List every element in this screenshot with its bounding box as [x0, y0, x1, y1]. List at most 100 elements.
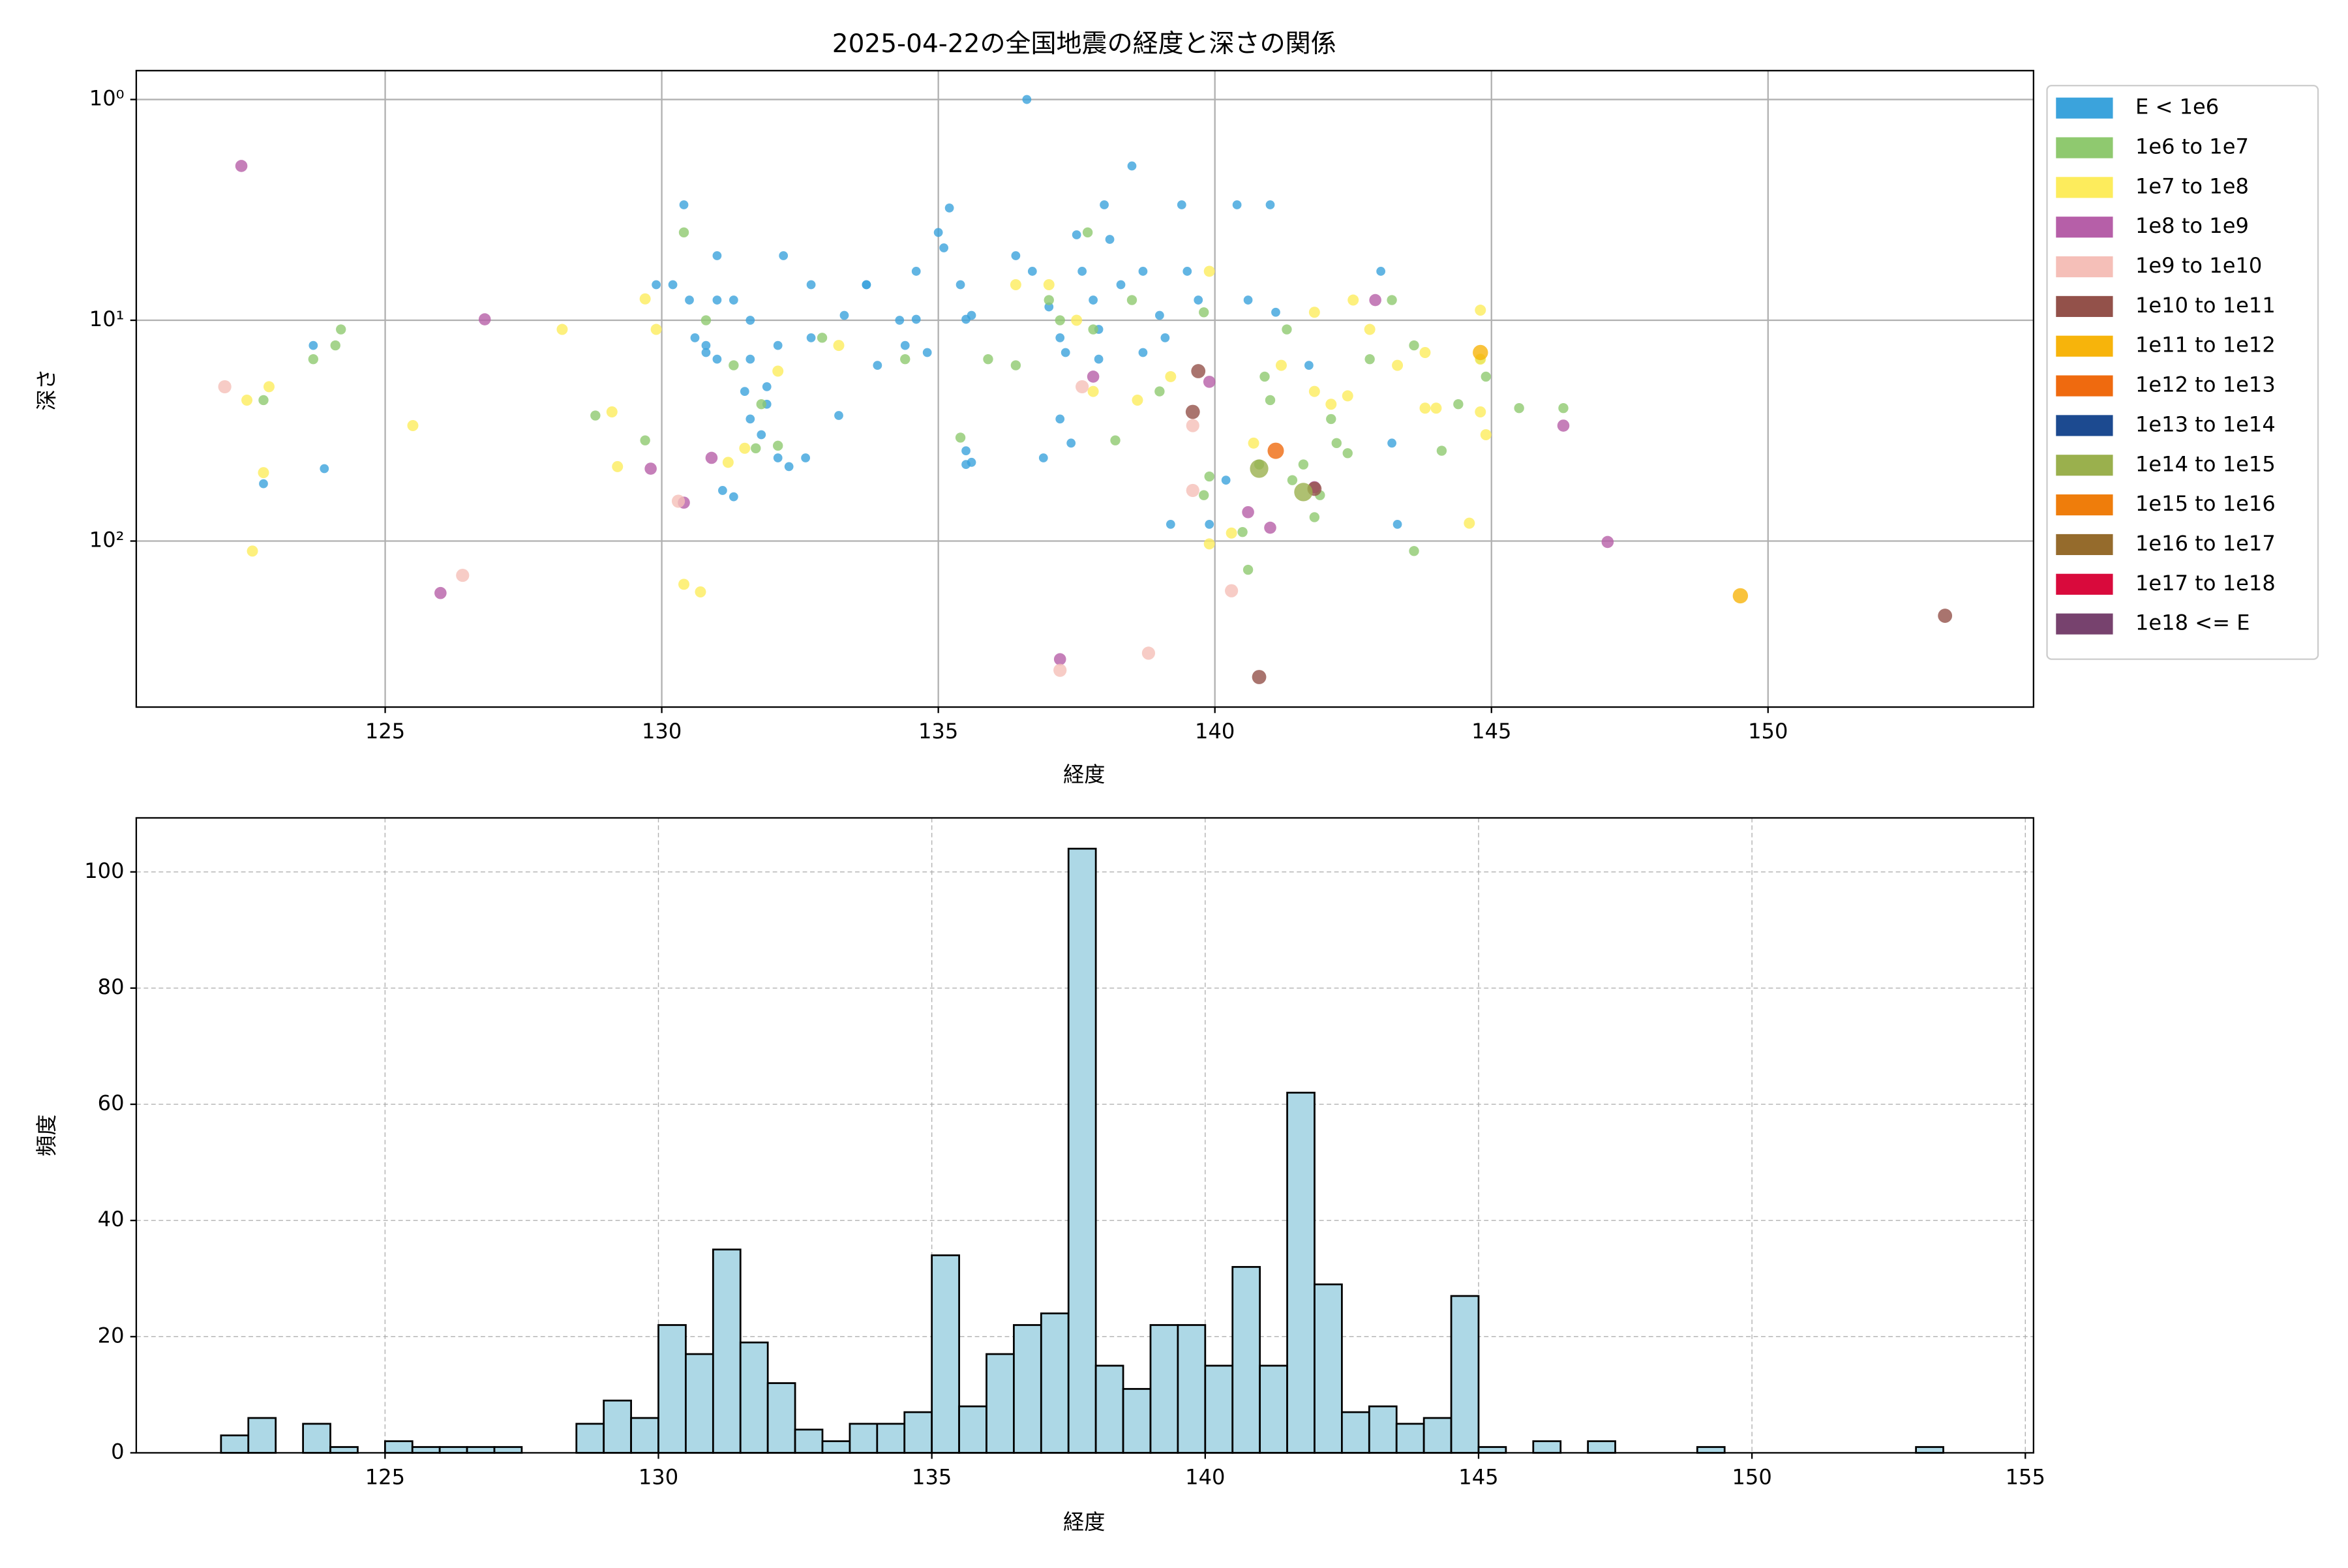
bar — [849, 1423, 879, 1454]
data-point — [1265, 395, 1276, 406]
data-point — [1203, 538, 1215, 550]
data-point — [1232, 200, 1242, 209]
data-point — [722, 457, 734, 468]
data-point — [1226, 527, 1237, 539]
data-point — [862, 280, 871, 290]
data-point — [773, 440, 783, 451]
data-point — [756, 399, 766, 410]
bar — [630, 1417, 659, 1454]
data-point — [1252, 670, 1267, 684]
data-point — [456, 568, 470, 582]
data-point — [1053, 653, 1066, 665]
data-point — [1087, 370, 1100, 383]
data-point — [745, 354, 755, 364]
bar — [466, 1446, 496, 1454]
data-point — [247, 545, 258, 557]
data-point — [967, 310, 976, 320]
data-point — [1242, 564, 1254, 575]
data-point — [1055, 315, 1065, 325]
data-point — [873, 361, 882, 370]
bar — [1040, 1312, 1070, 1454]
bar — [329, 1446, 359, 1454]
data-point — [1732, 588, 1749, 604]
data-point — [939, 243, 949, 252]
bar — [1067, 847, 1097, 1454]
data-point — [1419, 346, 1431, 358]
x-tick-label: 125 — [365, 1464, 405, 1489]
data-point — [336, 324, 346, 335]
data-point — [671, 494, 685, 508]
y-tick-label: 10¹ — [89, 307, 125, 331]
data-point — [712, 251, 722, 260]
data-point — [757, 430, 766, 440]
data-point — [218, 380, 232, 394]
data-point — [640, 435, 650, 445]
data-point — [1072, 230, 1081, 239]
bar — [1450, 1295, 1480, 1454]
data-point — [911, 314, 921, 324]
data-point — [1475, 406, 1486, 417]
bar — [247, 1417, 277, 1454]
data-point — [1376, 267, 1386, 276]
data-point — [235, 160, 248, 172]
data-point — [1165, 370, 1177, 382]
data-point — [308, 354, 319, 365]
data-point — [1225, 584, 1239, 597]
bar — [1204, 1364, 1234, 1454]
data-point — [955, 432, 966, 443]
data-point — [1076, 380, 1089, 394]
x-tick-label: 125 — [365, 719, 405, 744]
x-tick-label: 135 — [918, 719, 958, 744]
bar — [1368, 1405, 1398, 1454]
legend-swatch — [2056, 375, 2113, 397]
bar — [1231, 1266, 1261, 1454]
data-point — [309, 340, 318, 350]
legend-swatch — [2056, 177, 2113, 198]
data-point — [701, 348, 711, 357]
data-point — [834, 411, 843, 420]
bar — [1587, 1440, 1616, 1454]
data-point — [1132, 394, 1143, 406]
data-point — [1055, 333, 1065, 342]
data-point — [1138, 267, 1148, 276]
data-point — [1182, 267, 1192, 276]
y-tick-label: 10² — [89, 528, 125, 552]
bar — [1915, 1446, 1944, 1454]
bar — [986, 1353, 1015, 1454]
legend-label: 1e17 to 1e18 — [2135, 571, 2276, 596]
data-point — [1077, 267, 1087, 276]
data-point — [1364, 354, 1375, 365]
y-tick-label: 60 — [98, 1091, 125, 1115]
legend-box — [2046, 85, 2319, 660]
x-tick-label: 150 — [1732, 1464, 1771, 1489]
data-point — [779, 251, 789, 260]
data-point — [1205, 519, 1214, 529]
data-point — [1267, 442, 1284, 459]
data-point — [690, 333, 700, 342]
data-point — [685, 295, 694, 305]
data-point — [695, 586, 706, 598]
bar — [1696, 1446, 1726, 1454]
data-point — [839, 310, 849, 320]
data-point — [1089, 295, 1098, 305]
data-point — [1436, 445, 1447, 456]
data-point — [900, 340, 910, 350]
legend-label: 1e12 to 1e13 — [2135, 372, 2276, 397]
data-point — [1203, 265, 1215, 277]
data-point — [407, 420, 419, 432]
data-point — [1094, 354, 1104, 364]
legend-swatch — [2056, 494, 2113, 516]
data-point — [644, 462, 657, 475]
data-point — [900, 354, 911, 365]
data-point — [806, 280, 816, 290]
data-point — [258, 395, 269, 406]
legend-label: 1e15 to 1e16 — [2135, 491, 2276, 516]
data-point — [1308, 385, 1320, 397]
data-point — [773, 340, 783, 350]
data-point — [1203, 376, 1216, 388]
bar — [903, 1411, 933, 1454]
x-tick-label: 145 — [1471, 719, 1511, 744]
x-tick-label: 135 — [912, 1464, 952, 1489]
data-point — [1248, 437, 1259, 449]
bar — [766, 1382, 796, 1454]
